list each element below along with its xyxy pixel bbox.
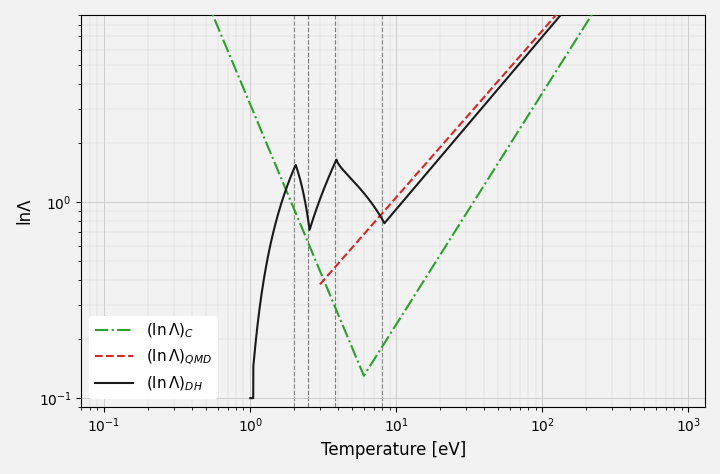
Legend: $(\ln\Lambda)_C$, $(\ln\Lambda)_{QMD}$, $(\ln\Lambda)_{DH}$: $(\ln\Lambda)_C$, $(\ln\Lambda)_{QMD}$, …: [89, 316, 218, 400]
X-axis label: Temperature [eV]: Temperature [eV]: [320, 441, 466, 459]
Y-axis label: lnΛ: lnΛ: [15, 198, 33, 224]
